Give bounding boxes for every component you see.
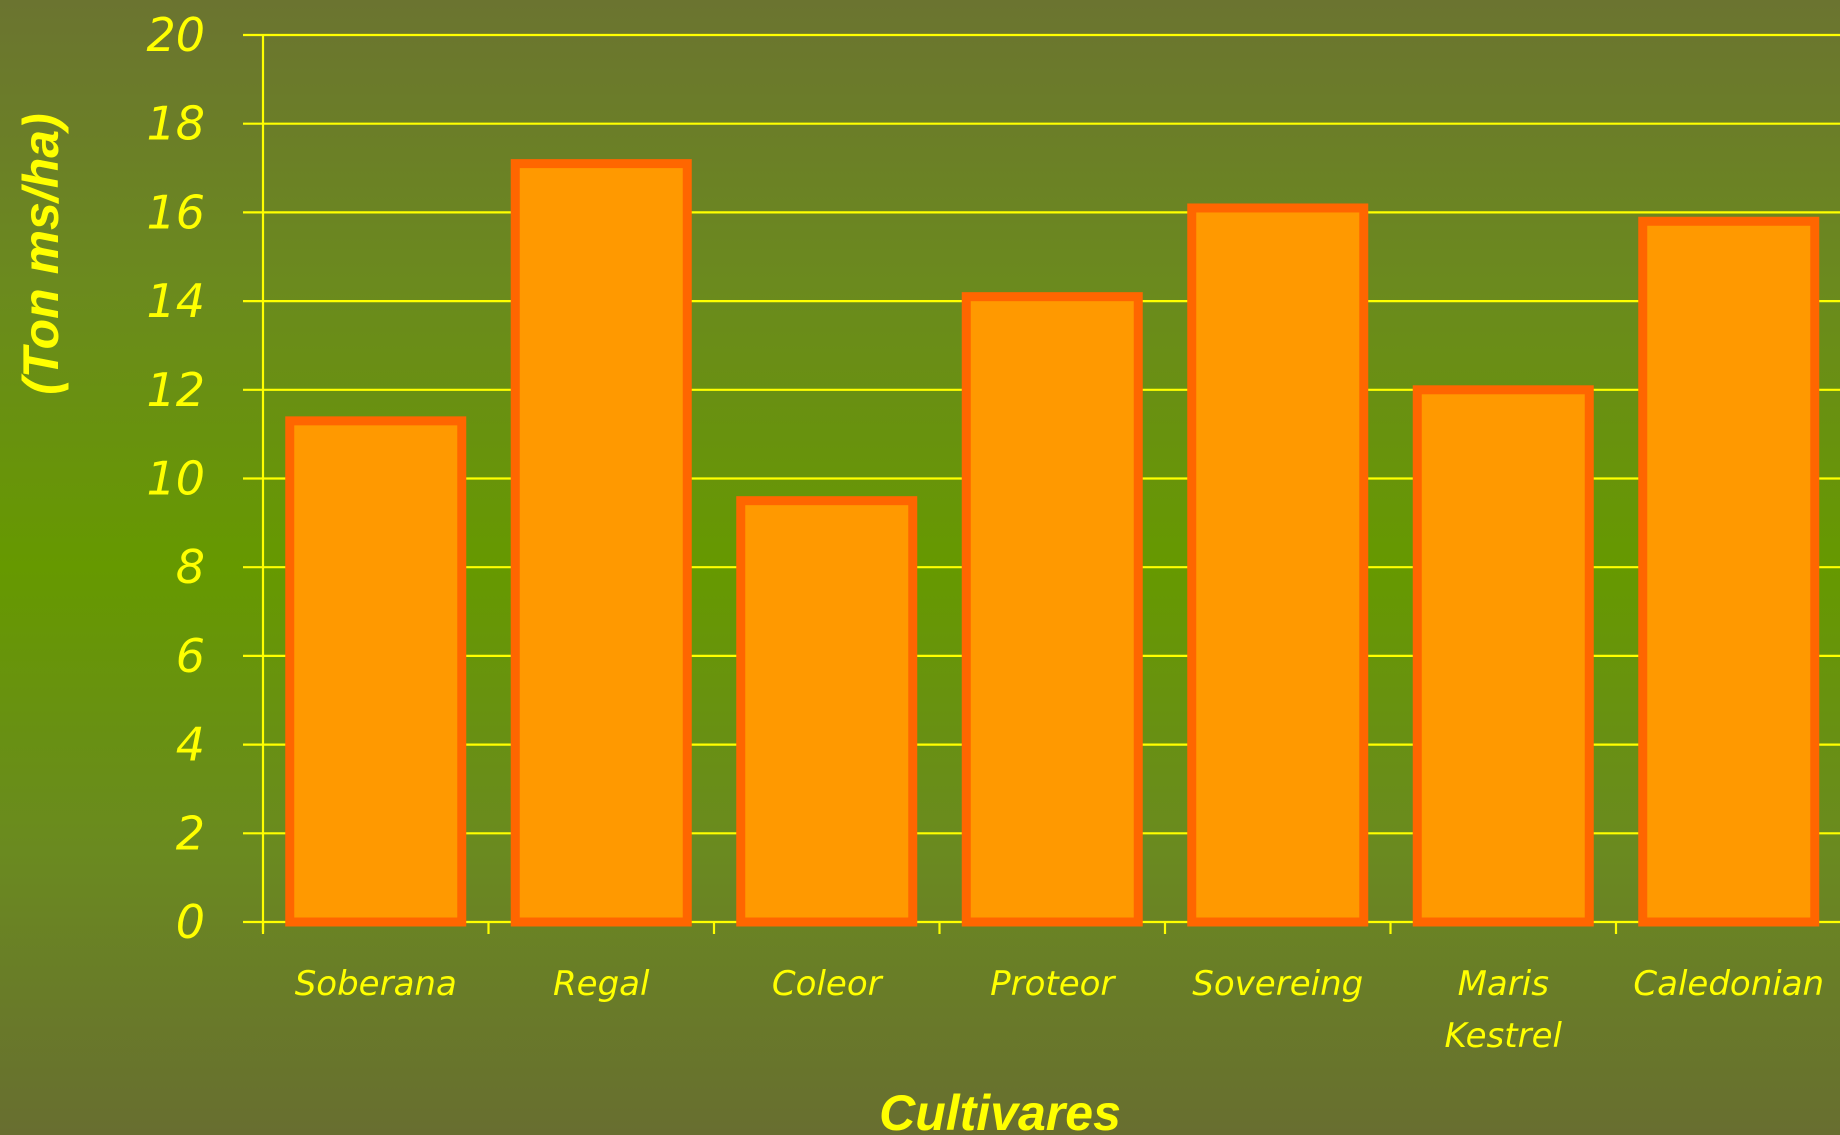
x-tick-label: Coleor [772, 964, 884, 1004]
y-tick-label: 10 [146, 452, 205, 506]
bar [961, 292, 1143, 927]
y-tick-label: 8 [176, 540, 205, 594]
x-tick-label: Kestrel [1445, 1016, 1563, 1056]
x-tick-label: Soberana [295, 964, 457, 1004]
x-tick-label: Caledonian [1633, 964, 1824, 1004]
y-tick-label: 20 [146, 8, 205, 62]
y-tick-label: 6 [176, 629, 205, 683]
x-tick-label: Proteor [990, 964, 1116, 1004]
bar [1412, 385, 1594, 927]
y-tick-label: 14 [146, 274, 205, 328]
bar [285, 416, 467, 927]
bar [736, 496, 918, 927]
y-tick-label: 0 [176, 895, 205, 949]
y-tick-labels: 0 2 4 6 8 10 12 14 16 18 20 [146, 8, 205, 949]
x-tick-label: Maris [1458, 964, 1549, 1004]
axes [261, 35, 1618, 934]
bar [1187, 203, 1369, 927]
y-tick-label: 16 [146, 185, 205, 239]
bars [285, 159, 1820, 927]
y-tick-label: 2 [176, 806, 205, 860]
bar [1638, 216, 1820, 927]
y-tick-label: 12 [146, 363, 205, 417]
x-tick-labels: Soberana Regal Coleor Proteor Sovereing Maris… [295, 964, 1824, 1056]
x-tick-label: Regal [553, 964, 650, 1004]
y-axis-title: (Ton ms/ha) [13, 113, 69, 394]
x-axis-title: Cultivares [879, 1085, 1121, 1135]
y-tick-label: 4 [176, 718, 205, 772]
y-tick-label: 18 [146, 97, 205, 151]
x-tick-label: Sovereing [1192, 964, 1363, 1004]
bar [510, 159, 692, 927]
